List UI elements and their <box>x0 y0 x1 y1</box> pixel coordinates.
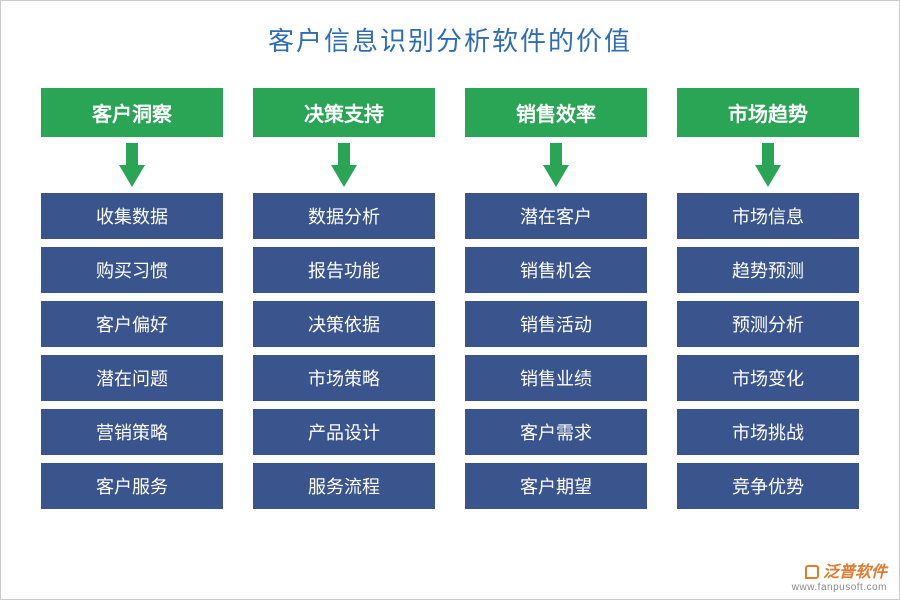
column-header: 市场趋势 <box>677 88 859 137</box>
arrow-down-icon <box>543 137 569 193</box>
list-item: 客户需求 <box>465 409 647 455</box>
column: 市场趋势市场信息趋势预测预测分析市场变化市场挑战竞争优势 <box>677 88 859 509</box>
arrow-down-icon <box>119 137 145 193</box>
column: 客户洞察收集数据购买习惯客户偏好潜在问题营销策略客户服务 <box>41 88 223 509</box>
watermark: 泛普软件 www.fanpusoft.com <box>792 564 887 593</box>
list-item: 市场信息 <box>677 193 859 239</box>
list-item: 购买习惯 <box>41 247 223 293</box>
list-item: 市场策略 <box>253 355 435 401</box>
list-item: 市场变化 <box>677 355 859 401</box>
list-item: 预测分析 <box>677 301 859 347</box>
list-item: 客户服务 <box>41 463 223 509</box>
list-item: 客户期望 <box>465 463 647 509</box>
column: 决策支持数据分析报告功能决策依据市场策略产品设计服务流程 <box>253 88 435 509</box>
columns-container: 客户洞察收集数据购买习惯客户偏好潜在问题营销策略客户服务决策支持数据分析报告功能… <box>1 58 899 509</box>
watermark-brand: 泛普软件 <box>823 564 887 581</box>
list-item: 数据分析 <box>253 193 435 239</box>
column-header: 客户洞察 <box>41 88 223 137</box>
arrow-down-icon <box>331 137 357 193</box>
list-item: 客户偏好 <box>41 301 223 347</box>
page-title: 客户信息识别分析软件的价值 <box>1 1 899 58</box>
list-item: 竞争优势 <box>677 463 859 509</box>
column-header: 销售效率 <box>465 88 647 137</box>
item-list: 数据分析报告功能决策依据市场策略产品设计服务流程 <box>253 193 435 509</box>
column-header: 决策支持 <box>253 88 435 137</box>
list-item: 潜在问题 <box>41 355 223 401</box>
list-item: 产品设计 <box>253 409 435 455</box>
watermark-logo-icon <box>805 565 819 579</box>
list-item: 营销策略 <box>41 409 223 455</box>
list-item: 销售业绩 <box>465 355 647 401</box>
list-item: 报告功能 <box>253 247 435 293</box>
list-item: 市场挑战 <box>677 409 859 455</box>
item-list: 潜在客户销售机会销售活动销售业绩客户需求客户期望 <box>465 193 647 509</box>
item-list: 市场信息趋势预测预测分析市场变化市场挑战竞争优势 <box>677 193 859 509</box>
watermark-url: www.fanpusoft.com <box>792 582 887 593</box>
list-item: 潜在客户 <box>465 193 647 239</box>
list-item: 服务流程 <box>253 463 435 509</box>
list-item: 销售活动 <box>465 301 647 347</box>
list-item: 决策依据 <box>253 301 435 347</box>
arrow-down-icon <box>755 137 781 193</box>
list-item: 收集数据 <box>41 193 223 239</box>
column: 销售效率潜在客户销售机会销售活动销售业绩客户需求客户期望 <box>465 88 647 509</box>
list-item: 趋势预测 <box>677 247 859 293</box>
item-list: 收集数据购买习惯客户偏好潜在问题营销策略客户服务 <box>41 193 223 509</box>
list-item: 销售机会 <box>465 247 647 293</box>
